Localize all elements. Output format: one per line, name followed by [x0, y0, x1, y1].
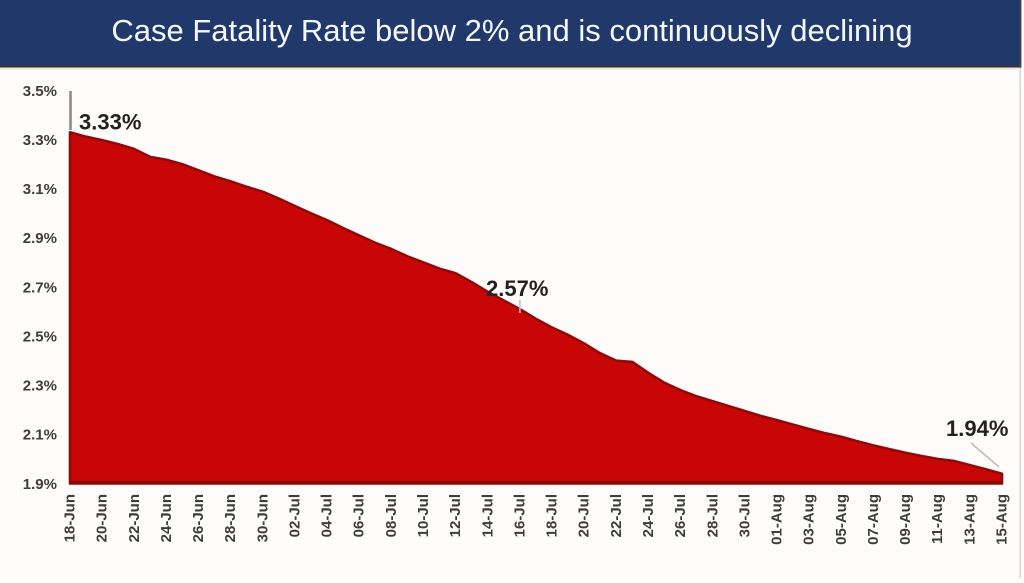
svg-text:22-Jul: 22-Jul	[608, 494, 625, 537]
svg-text:2.7%: 2.7%	[23, 279, 57, 296]
svg-text:3.5%: 3.5%	[23, 83, 57, 100]
svg-text:20-Jun: 20-Jun	[94, 494, 111, 542]
svg-text:14-Jul: 14-Jul	[479, 494, 496, 537]
svg-text:3.3%: 3.3%	[23, 132, 57, 149]
svg-text:13-Aug: 13-Aug	[961, 494, 978, 545]
svg-text:18-Jun: 18-Jun	[62, 494, 79, 542]
svg-text:07-Aug: 07-Aug	[865, 494, 882, 545]
svg-text:10-Jul: 10-Jul	[415, 494, 432, 537]
svg-text:2.57%: 2.57%	[486, 276, 548, 301]
svg-text:06-Jul: 06-Jul	[351, 494, 368, 537]
svg-text:03-Aug: 03-Aug	[801, 494, 818, 545]
svg-text:26-Jul: 26-Jul	[672, 494, 689, 537]
svg-text:3.1%: 3.1%	[23, 181, 57, 198]
svg-text:24-Jun: 24-Jun	[158, 494, 175, 542]
svg-text:28-Jun: 28-Jun	[222, 494, 239, 542]
svg-text:01-Aug: 01-Aug	[769, 494, 786, 545]
svg-text:22-Jun: 22-Jun	[126, 494, 143, 542]
svg-text:02-Jul: 02-Jul	[287, 494, 304, 537]
svg-text:30-Jun: 30-Jun	[254, 494, 271, 542]
svg-text:16-Jul: 16-Jul	[511, 494, 528, 537]
svg-text:2.1%: 2.1%	[23, 427, 57, 444]
svg-text:09-Aug: 09-Aug	[897, 494, 914, 545]
svg-text:08-Jul: 08-Jul	[383, 494, 400, 537]
svg-text:2.5%: 2.5%	[23, 328, 57, 345]
svg-text:11-Aug: 11-Aug	[929, 494, 946, 544]
svg-text:3.33%: 3.33%	[79, 110, 141, 135]
svg-text:04-Jul: 04-Jul	[319, 494, 336, 537]
svg-text:2.9%: 2.9%	[23, 230, 57, 247]
svg-text:28-Jul: 28-Jul	[704, 494, 721, 537]
svg-text:Case Fatality Rate below 2% an: Case Fatality Rate below 2% and is conti…	[111, 13, 912, 48]
svg-text:12-Jul: 12-Jul	[447, 494, 464, 537]
svg-text:18-Jul: 18-Jul	[544, 494, 561, 537]
svg-text:1.94%: 1.94%	[946, 416, 1008, 441]
svg-text:15-Aug: 15-Aug	[994, 494, 1011, 545]
svg-text:05-Aug: 05-Aug	[833, 494, 850, 545]
svg-text:24-Jul: 24-Jul	[640, 494, 657, 537]
svg-text:1.9%: 1.9%	[23, 476, 57, 493]
svg-text:2.3%: 2.3%	[23, 378, 57, 395]
svg-text:26-Jun: 26-Jun	[190, 494, 207, 542]
svg-text:30-Jul: 30-Jul	[736, 494, 753, 537]
svg-text:20-Jul: 20-Jul	[576, 494, 593, 537]
